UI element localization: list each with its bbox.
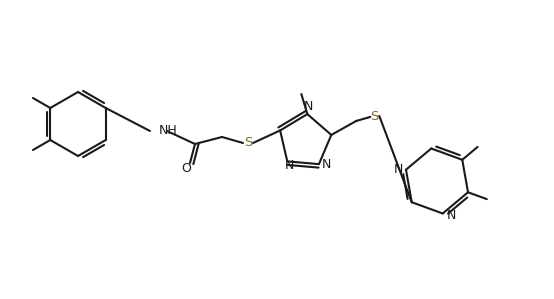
Text: O: O [181, 162, 191, 176]
Text: N: N [447, 209, 456, 222]
Text: N: N [322, 158, 332, 171]
Text: NH: NH [159, 124, 178, 138]
Text: N: N [304, 100, 313, 113]
Text: N: N [285, 159, 294, 172]
Text: N: N [393, 163, 403, 176]
Text: S: S [244, 137, 252, 150]
Text: S: S [370, 110, 378, 123]
